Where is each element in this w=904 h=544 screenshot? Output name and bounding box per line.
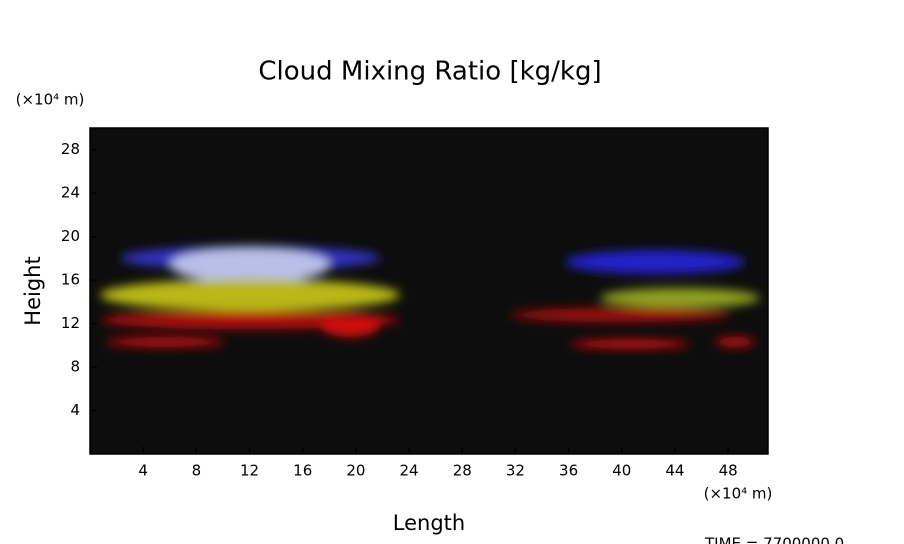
- time-footer: TIME = 7700000.0: [704, 535, 844, 544]
- cloud-rain: [715, 337, 755, 347]
- chart-title: Cloud Mixing Ratio [kg/kg]: [258, 57, 601, 87]
- y-tick-label: 16: [61, 271, 80, 289]
- cloud-field: [100, 246, 760, 349]
- x-tick-label: 44: [665, 462, 684, 480]
- y-tick-label: 20: [61, 227, 80, 245]
- x-tick-label: 48: [719, 462, 738, 480]
- cloud-ice: [565, 250, 745, 274]
- cloud-ice: [170, 247, 330, 283]
- y-unit: (×10⁴ m): [16, 91, 85, 109]
- x-tick-label: 24: [400, 462, 419, 480]
- cloud-rain: [570, 339, 690, 349]
- cloud-water: [100, 279, 400, 311]
- x-axis-label: Length: [393, 511, 465, 535]
- x-tick-label: 16: [293, 462, 312, 480]
- y-axis-label: Height: [21, 256, 45, 325]
- y-tick-label: 24: [61, 184, 80, 202]
- x-tick-label: 4: [138, 462, 148, 480]
- cloud-rain: [510, 308, 730, 322]
- cloud-water: [600, 288, 760, 308]
- x-tick-label: 28: [453, 462, 472, 480]
- x-tick-label: 40: [612, 462, 631, 480]
- x-tick-label: 12: [240, 462, 259, 480]
- y-tick-label: 8: [70, 358, 80, 376]
- x-unit: (×10⁴ m): [704, 485, 773, 503]
- x-tick-label: 32: [506, 462, 525, 480]
- y-tick-label: 12: [61, 314, 80, 332]
- x-tick-label: 20: [346, 462, 365, 480]
- y-tick-label: 4: [70, 401, 80, 419]
- y-tick-label: 28: [61, 140, 80, 158]
- x-tick-label: 8: [192, 462, 202, 480]
- x-tick-label: 36: [559, 462, 578, 480]
- plot-frame: [89, 127, 769, 455]
- cloud-rain: [105, 337, 225, 347]
- cloud-rain: [320, 313, 380, 337]
